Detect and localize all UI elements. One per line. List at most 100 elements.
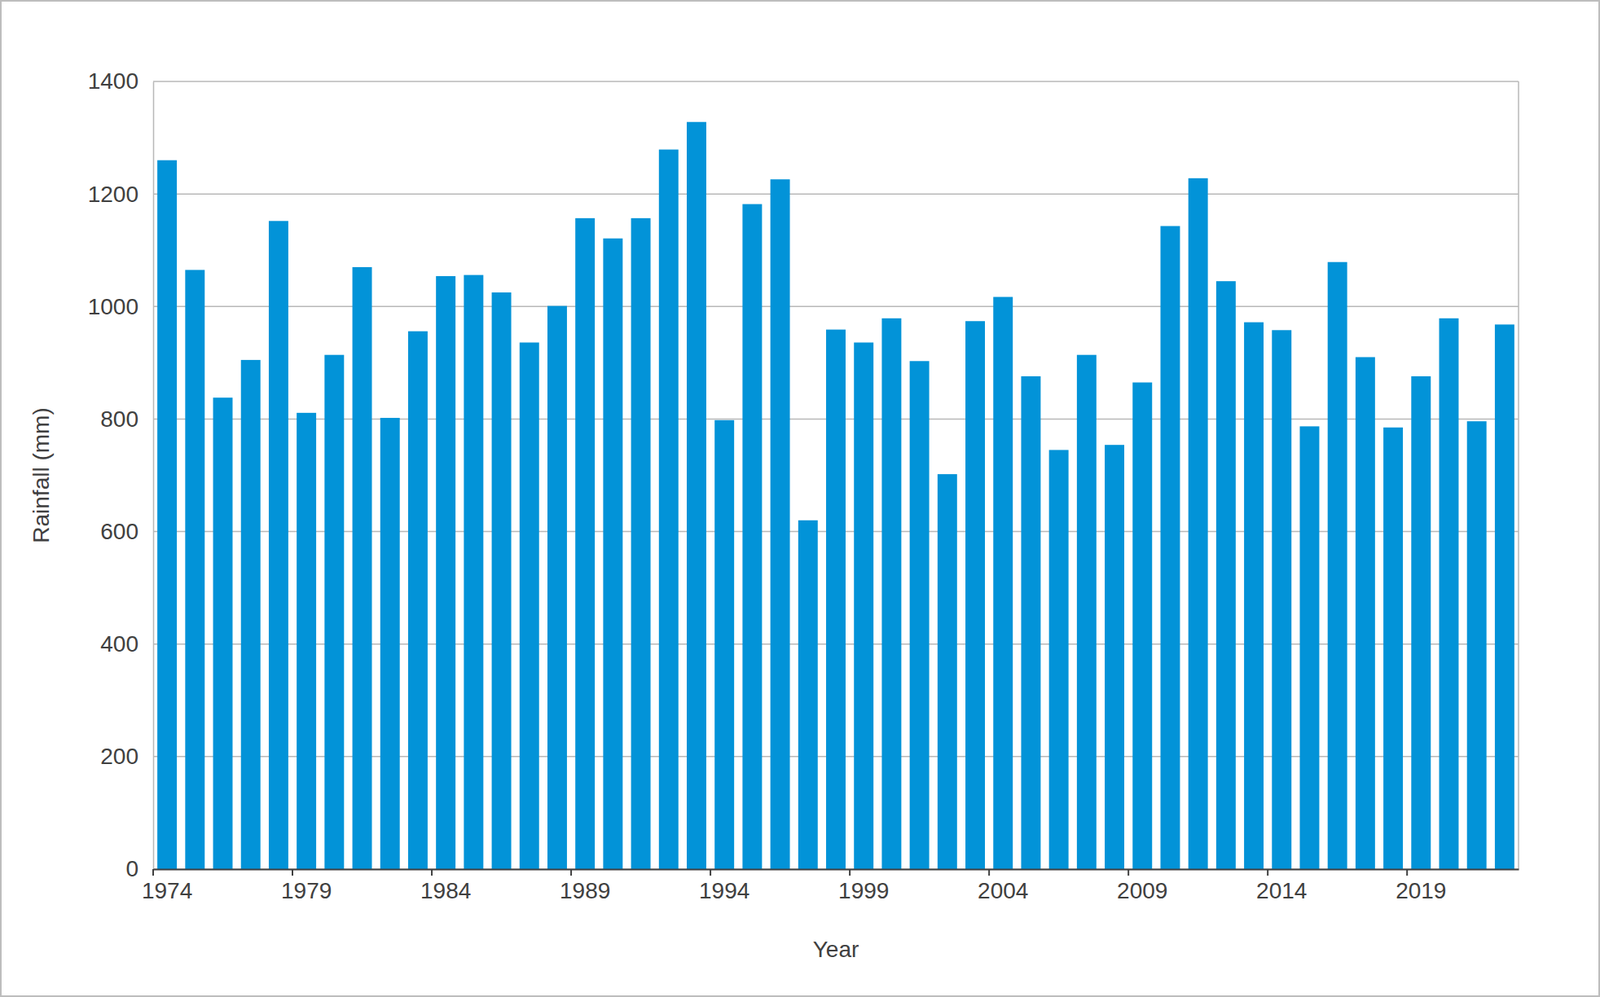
y-tick: 400 <box>100 631 154 657</box>
y-tick-label: 1400 <box>87 68 139 94</box>
y-axis-title: Rainfall (mm) <box>28 407 54 543</box>
y-tick-label: 1000 <box>87 294 139 320</box>
bar <box>1216 281 1236 870</box>
border <box>0 0 1600 997</box>
plot-frame <box>1517 81 1520 870</box>
x-tick-label: 1984 <box>420 878 471 904</box>
bar <box>241 360 261 870</box>
bar <box>631 218 651 870</box>
bar <box>1160 226 1180 870</box>
bar <box>519 342 540 870</box>
x-tick-label: 1999 <box>838 878 889 904</box>
x-tick-label: 2019 <box>1395 878 1447 904</box>
x-axis-title: Year <box>813 936 860 963</box>
grid-line <box>153 193 1519 195</box>
bar <box>1439 318 1460 870</box>
y-tick-label: 0 <box>125 856 139 882</box>
bar <box>352 267 373 870</box>
y-tick-label: 800 <box>100 406 139 432</box>
bar <box>1467 421 1487 870</box>
bar <box>1049 449 1069 870</box>
bar <box>157 160 177 870</box>
bar <box>1327 262 1348 870</box>
bar <box>881 318 902 870</box>
x-tick-mark <box>1127 869 1130 876</box>
x-tick: 1989 <box>559 869 611 904</box>
y-axis-line <box>153 82 155 871</box>
bar <box>909 360 930 870</box>
y-tick-label: 1200 <box>87 181 139 207</box>
bar <box>965 320 985 870</box>
bar <box>1355 356 1376 870</box>
bar <box>714 420 735 870</box>
y-tick-label: 600 <box>100 518 139 545</box>
bar <box>1188 178 1209 870</box>
bar <box>435 276 456 870</box>
x-axis: 1974 1979 1984 1989 1994 1999 2004 2009 2014 2019 <box>141 869 1520 904</box>
bar <box>798 520 818 870</box>
bar <box>184 269 205 870</box>
grid-line <box>153 80 1519 83</box>
bar <box>1271 329 1292 870</box>
x-tick: 1999 <box>838 869 889 904</box>
bar <box>1132 382 1152 870</box>
x-tick-mark <box>152 869 154 876</box>
x-tick-mark <box>1266 869 1269 876</box>
y-tick-label: 400 <box>100 631 139 657</box>
bar <box>853 342 874 870</box>
bar <box>463 275 484 870</box>
bar <box>826 329 846 870</box>
x-tick-marks <box>153 869 1407 876</box>
x-tick: 1974 <box>141 869 193 904</box>
y-tick: 1400 <box>87 68 154 94</box>
x-tick-label: 1989 <box>559 878 611 904</box>
x-tick-mark <box>291 869 294 876</box>
bar <box>380 417 400 870</box>
x-tick: 2004 <box>977 869 1029 904</box>
x-tick: 1979 <box>281 869 332 904</box>
bar <box>1410 376 1431 870</box>
bar <box>324 355 344 870</box>
grid <box>153 81 1519 870</box>
bar <box>213 397 233 870</box>
bar <box>492 292 512 870</box>
bar <box>602 238 623 870</box>
x-tick: 1984 <box>420 869 471 904</box>
bar <box>1243 322 1264 870</box>
bar <box>686 122 707 870</box>
x-tick-label: 2009 <box>1116 878 1168 904</box>
bar <box>268 220 289 870</box>
x-tick: 2019 <box>1395 869 1447 904</box>
y-tick: 1000 <box>87 294 154 320</box>
x-tick-mark <box>709 869 712 876</box>
x-tick-mark <box>1406 869 1408 876</box>
bar <box>937 474 958 870</box>
bar <box>659 149 679 870</box>
x-tick: 2014 <box>1256 869 1307 904</box>
y-tick: 200 <box>100 743 154 770</box>
y-tick: 800 <box>100 406 154 432</box>
bar <box>993 297 1013 870</box>
x-tick-mark <box>570 869 572 876</box>
bar <box>1383 427 1403 870</box>
bar <box>770 179 791 870</box>
y-tick: 1200 <box>87 181 154 207</box>
bar <box>575 218 595 870</box>
x-tick-label: 1974 <box>141 878 193 904</box>
bar <box>1076 355 1097 870</box>
x-axis-line <box>153 869 1520 871</box>
bar <box>1020 376 1041 870</box>
bar <box>742 204 762 870</box>
x-tick-mark <box>988 869 990 876</box>
x-tick: 1994 <box>698 869 750 904</box>
bars <box>157 122 1515 870</box>
y-tick: 600 <box>100 518 154 545</box>
x-tick-label: 1979 <box>281 878 332 904</box>
bar <box>547 306 568 870</box>
x-tick-mark <box>430 869 433 876</box>
x-tick-label: 2004 <box>977 878 1029 904</box>
y-axis: 0 200 400 600 800 1000 1200 1400 <box>87 68 154 882</box>
y-tick-label: 200 <box>100 743 139 770</box>
x-tick-label: 2014 <box>1256 878 1307 904</box>
bar <box>408 331 428 870</box>
